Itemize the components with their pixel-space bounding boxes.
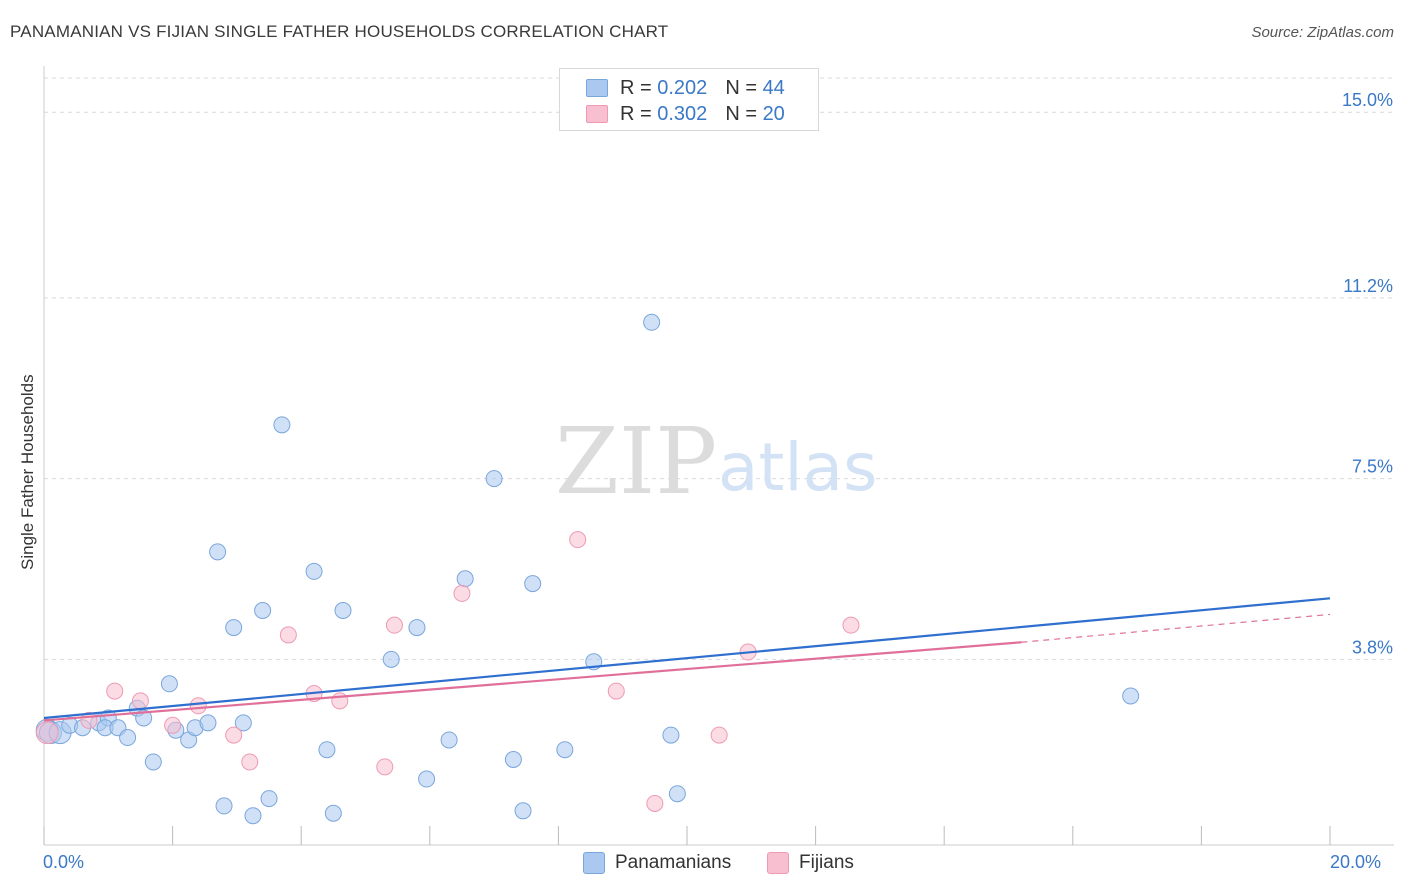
r-label: R =	[620, 76, 652, 99]
r-label: R =	[620, 102, 652, 125]
legend-swatch-pink	[586, 105, 608, 123]
fijian-point	[376, 758, 394, 776]
fijian-point	[131, 692, 149, 710]
panamanian-point	[1122, 687, 1140, 705]
y-axis-label: Single Father Households	[18, 374, 37, 570]
panamanian-point	[440, 731, 458, 749]
panamanian-point	[318, 741, 336, 759]
axis-layer	[43, 66, 1394, 846]
panamanian-point	[199, 714, 217, 732]
panamanian-point	[485, 470, 503, 488]
panamanian-point	[273, 416, 291, 434]
fijian-point	[35, 721, 59, 745]
panamanian-point	[324, 804, 342, 822]
panamanian-point	[160, 675, 178, 693]
watermark-zip: ZIP	[555, 408, 717, 515]
fijian-point	[189, 697, 207, 715]
legend-row-panamanians: R = 0.202 N = 44	[586, 76, 785, 100]
chart-title: PANAMANIAN VS FIJIAN SINGLE FATHER HOUSE…	[10, 22, 669, 41]
panamanian-point	[209, 543, 227, 561]
panamanian-point	[244, 807, 262, 825]
fijian-point	[710, 726, 728, 744]
fijian-point	[842, 616, 860, 634]
legend-swatch-pink	[767, 852, 789, 874]
panamanian-point	[215, 797, 233, 815]
panamanian-trend-line	[43, 597, 1331, 720]
panamanian-point	[382, 650, 400, 668]
fijian-trend-extension	[1021, 613, 1331, 643]
y-tick-label: 15.0%	[1342, 90, 1393, 110]
fijian-point	[453, 584, 471, 602]
data-points	[35, 313, 1140, 825]
panamanian-point	[234, 714, 252, 732]
fijian-point	[225, 726, 243, 744]
panamanian-point	[514, 802, 532, 820]
panamanian-point	[225, 619, 243, 637]
panamanian-point	[668, 785, 686, 803]
legend-row-fijians: R = 0.302 N = 20	[586, 102, 785, 126]
panamanian-point	[456, 570, 474, 588]
fijian-point	[106, 682, 124, 700]
panamanian-point	[135, 709, 153, 727]
r-value: 0.202	[657, 76, 708, 99]
fijian-point	[646, 794, 664, 812]
x-axis-max-label: 20.0%	[1330, 852, 1382, 872]
x-axis-min-label: 0.0%	[43, 852, 85, 872]
panamanian-point	[556, 741, 574, 759]
legend-item-fijians[interactable]: Fijians	[767, 852, 854, 874]
fijian-point	[607, 682, 625, 700]
panamanian-point	[524, 575, 542, 593]
fijian-point	[164, 716, 182, 734]
y-tick-label: 3.8%	[1352, 637, 1393, 657]
panamanian-point	[334, 602, 352, 620]
legend-swatch-blue	[586, 79, 608, 97]
n-value: 44	[762, 76, 785, 99]
source-label: Source: ZipAtlas.com	[1251, 24, 1394, 41]
panamanian-point	[254, 602, 272, 620]
panamanian-point	[144, 753, 162, 771]
panamanian-point	[408, 619, 426, 637]
trend-lines	[43, 597, 1331, 722]
y-tick-label: 11.2%	[1343, 276, 1393, 296]
legend-label: Fijians	[799, 852, 854, 873]
panamanian-point	[643, 313, 661, 331]
panamanian-point	[260, 790, 278, 808]
y-tick-labels: 3.8% 7.5% 11.2% 15.0%	[1342, 90, 1393, 657]
fijian-point	[385, 616, 403, 634]
grid-layer	[44, 77, 1394, 660]
n-label: N =	[725, 76, 757, 99]
panamanian-point	[504, 751, 522, 769]
legend-label: Panamanians	[615, 852, 732, 873]
panamanian-point	[305, 562, 323, 580]
y-tick-label: 7.5%	[1352, 457, 1393, 477]
watermark-atlas: atlas	[718, 429, 878, 506]
n-label: N =	[725, 102, 757, 125]
fijian-point	[279, 626, 297, 644]
legend-item-panamanians[interactable]: Panamanians	[583, 852, 731, 874]
correlation-legend: R = 0.202 N = 44 R = 0.302 N = 20	[559, 68, 819, 131]
legend-swatch-blue	[583, 852, 605, 874]
fijian-point	[569, 531, 587, 549]
panamanian-point	[662, 726, 680, 744]
r-value: 0.302	[657, 102, 708, 125]
panamanian-point	[119, 729, 137, 747]
fijian-trend-line	[43, 641, 1022, 722]
fijian-point	[241, 753, 259, 771]
panamanian-point	[418, 770, 436, 788]
n-value: 20	[762, 102, 785, 125]
